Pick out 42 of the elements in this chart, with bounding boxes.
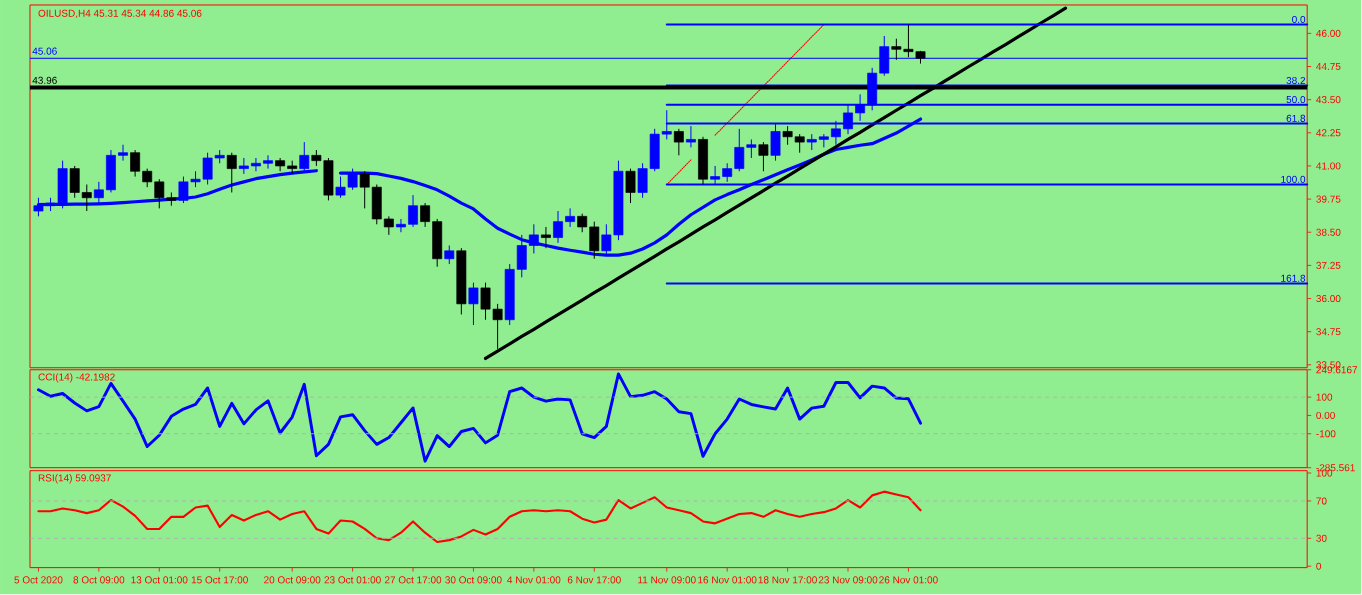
y-tick-label: 0.00 xyxy=(1316,412,1335,420)
ref-line-label: 43.96 xyxy=(32,76,57,85)
x-tick-label: 16 Nov 01:00 xyxy=(698,576,757,584)
y-tick-label: 0 xyxy=(1316,562,1322,570)
chart-title: CCI(14) -42.1982 xyxy=(38,373,115,383)
y-tick-label: 30 xyxy=(1316,534,1327,542)
series-label: 0.0 xyxy=(1292,16,1306,24)
series-label: 61.8 xyxy=(1286,115,1306,123)
x-tick-label: 26 Nov 01:00 xyxy=(879,576,938,584)
y-tick-label: 39.75 xyxy=(1316,195,1341,203)
x-tick-label: 8 Oct 09:00 xyxy=(73,576,125,584)
y-tick-label: -100 xyxy=(1316,430,1336,438)
x-tick-label: 30 Oct 09:00 xyxy=(445,576,502,584)
x-tick-label: 13 Oct 01:00 xyxy=(131,576,188,584)
y-tick-label: 34.75 xyxy=(1316,328,1341,336)
y-tick-label: 44.75 xyxy=(1316,63,1341,71)
ref-line-label: 45.06 xyxy=(32,47,57,55)
y-tick-label: 38.50 xyxy=(1316,228,1341,236)
series-label: 100.0 xyxy=(1281,176,1306,184)
y-tick-label: 100 xyxy=(1316,393,1333,401)
series-label: 161.8 xyxy=(1281,274,1306,283)
x-tick-label: 18 Nov 17:00 xyxy=(758,576,817,584)
x-tick-label: 11 Nov 09:00 xyxy=(638,576,696,584)
x-tick-label: 5 Oct 2020 xyxy=(14,576,63,584)
y-tick-label: 36.00 xyxy=(1316,295,1341,303)
y-tick-label: 43.50 xyxy=(1316,96,1341,104)
y-tick-label: 41.00 xyxy=(1316,162,1341,170)
y-tick-label: 37.25 xyxy=(1316,262,1341,270)
x-tick-label: 27 Oct 17:00 xyxy=(384,576,442,584)
chart-title: RSI(14) 59.0937 xyxy=(38,474,111,484)
series-label: 38.2 xyxy=(1286,77,1306,85)
x-tick-label: 23 Oct 01:00 xyxy=(324,576,381,584)
series-label: 50.0 xyxy=(1286,96,1306,104)
x-tick-label: 15 Oct 17:00 xyxy=(191,576,248,584)
y-tick-label: 42.25 xyxy=(1316,129,1341,137)
y-tick-label: 46.00 xyxy=(1316,30,1341,38)
x-tick-label: 4 Nov 01:00 xyxy=(507,576,561,584)
x-tick-label: 23 Nov 09:00 xyxy=(818,576,878,584)
x-tick-label: 20 Oct 09:00 xyxy=(264,576,321,584)
y-tick-label: 70 xyxy=(1316,497,1327,505)
chart-title: OILUSD,H4 45.31 45.34 44.86 45.06 xyxy=(38,9,202,19)
x-tick-label: 6 Nov 17:00 xyxy=(567,576,621,584)
